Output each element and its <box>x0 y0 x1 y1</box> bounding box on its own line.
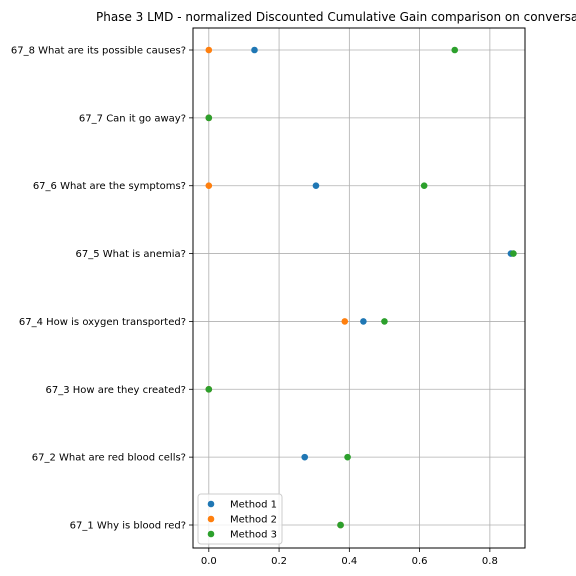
y-tick-label: 67_7 Can it go away? <box>79 113 186 124</box>
data-point-method-2 <box>205 46 213 54</box>
legend-marker <box>207 530 215 538</box>
data-point-method-3 <box>381 318 388 325</box>
y-tick-label: 67_8 What are its possible causes? <box>11 46 186 57</box>
data-point-method-3 <box>451 46 459 54</box>
legend-marker <box>207 515 215 523</box>
data-point-method-1 <box>360 318 367 325</box>
x-tick-label: 0.8 <box>482 556 498 567</box>
data-point-method-2 <box>341 318 349 325</box>
legend: Method 1 Method 2 Method 3 <box>197 493 283 545</box>
plot-points <box>205 46 517 529</box>
x-tick-label: 0.0 <box>201 556 217 567</box>
legend-box <box>197 493 283 545</box>
x-tick-label: 0.6 <box>412 556 428 567</box>
y-tick-label: 67_2 What are red blood cells? <box>32 453 186 464</box>
plot-grid <box>193 28 525 548</box>
legend-label: Method 2 <box>230 515 277 526</box>
y-tick-label: 67_4 How is oxygen transported? <box>19 317 186 328</box>
data-point-method-3 <box>420 182 428 190</box>
plot-area-frame <box>192 27 526 549</box>
y-tick-label: 67_3 How are they created? <box>45 385 186 396</box>
x-tick-label: 0.4 <box>341 556 357 567</box>
y-tick-label: 67_1 Why is blood red? <box>70 521 186 532</box>
data-point-method-3 <box>205 385 213 393</box>
y-tick-label: 67_5 What is anemia? <box>76 249 186 260</box>
legend-label: Method 1 <box>230 500 277 511</box>
x-axis: 0.0 0.2 0.4 0.6 0.8 <box>201 548 498 567</box>
data-point-method-1 <box>312 182 320 190</box>
data-point-method-3 <box>205 114 213 122</box>
chart-title: Phase 3 LMD - normalized Discounted Cumu… <box>96 10 576 24</box>
data-point-method-3 <box>337 521 344 529</box>
y-tick-label: 67_6 What are the symptoms? <box>33 181 186 192</box>
y-axis: 67_1 Why is blood red? 67_2 What are red … <box>11 46 193 532</box>
data-point-method-1 <box>301 453 309 461</box>
x-tick-label: 0.2 <box>271 556 287 567</box>
data-point-method-2 <box>205 182 213 190</box>
data-point-method-3 <box>344 453 351 461</box>
data-point-method-3 <box>510 250 517 257</box>
legend-marker <box>207 500 215 508</box>
data-point-method-1 <box>251 46 258 54</box>
legend-label: Method 3 <box>230 530 277 541</box>
